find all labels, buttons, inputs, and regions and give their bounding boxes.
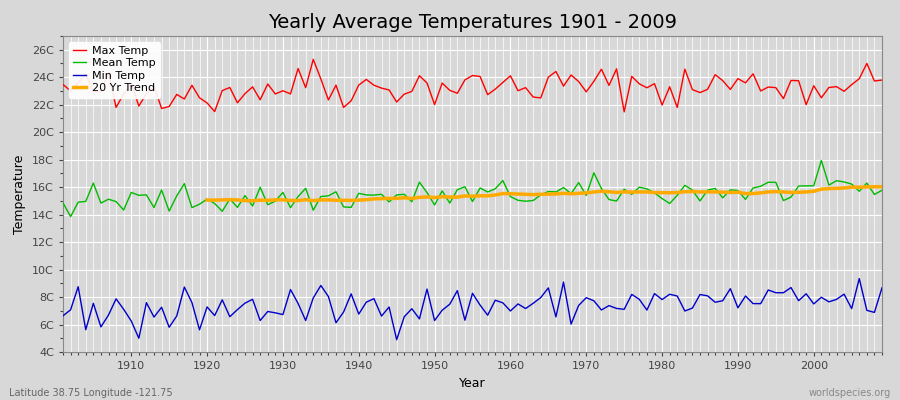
Min Temp bbox=[854, 276, 865, 281]
Min Temp bbox=[392, 337, 402, 342]
Max Temp bbox=[308, 57, 319, 62]
20 Yr Trend bbox=[854, 185, 865, 190]
20 Yr Trend bbox=[202, 198, 212, 202]
20 Yr Trend bbox=[877, 184, 887, 189]
20 Yr Trend bbox=[414, 195, 425, 200]
Legend: Max Temp, Mean Temp, Min Temp, 20 Yr Trend: Max Temp, Mean Temp, Min Temp, 20 Yr Tre… bbox=[68, 42, 160, 98]
Max Temp bbox=[619, 110, 630, 114]
20 Yr Trend bbox=[786, 190, 796, 195]
Min Temp bbox=[513, 302, 524, 306]
Min Temp bbox=[58, 313, 68, 318]
Text: worldspecies.org: worldspecies.org bbox=[809, 388, 891, 398]
20 Yr Trend bbox=[301, 197, 311, 202]
X-axis label: Year: Year bbox=[459, 376, 486, 390]
Max Temp bbox=[505, 73, 516, 78]
Line: 20 Yr Trend: 20 Yr Trend bbox=[207, 187, 882, 201]
Mean Temp bbox=[816, 158, 827, 163]
Min Temp bbox=[604, 303, 615, 308]
20 Yr Trend bbox=[248, 198, 258, 203]
Min Temp bbox=[877, 286, 887, 290]
Max Temp bbox=[118, 92, 129, 96]
Min Temp bbox=[505, 308, 516, 313]
Max Temp bbox=[877, 78, 887, 82]
Mean Temp bbox=[505, 194, 516, 199]
Line: Max Temp: Max Temp bbox=[63, 59, 882, 112]
Max Temp bbox=[513, 88, 524, 93]
Mean Temp bbox=[877, 188, 887, 193]
Line: Min Temp: Min Temp bbox=[63, 278, 882, 340]
Line: Mean Temp: Mean Temp bbox=[63, 160, 882, 217]
Mean Temp bbox=[292, 194, 303, 199]
20 Yr Trend bbox=[680, 189, 690, 194]
Max Temp bbox=[338, 105, 349, 110]
Mean Temp bbox=[65, 214, 76, 219]
Mean Temp bbox=[126, 190, 137, 195]
Max Temp bbox=[285, 92, 296, 96]
Max Temp bbox=[604, 83, 615, 88]
Mean Temp bbox=[58, 200, 68, 205]
20 Yr Trend bbox=[770, 189, 781, 194]
Text: Latitude 38.75 Longitude -121.75: Latitude 38.75 Longitude -121.75 bbox=[9, 388, 173, 398]
Mean Temp bbox=[513, 198, 524, 203]
Min Temp bbox=[285, 287, 296, 292]
20 Yr Trend bbox=[869, 184, 880, 189]
Max Temp bbox=[58, 82, 68, 87]
Mean Temp bbox=[604, 197, 615, 202]
Min Temp bbox=[118, 307, 129, 312]
Y-axis label: Temperature: Temperature bbox=[14, 154, 26, 234]
Title: Yearly Average Temperatures 1901 - 2009: Yearly Average Temperatures 1901 - 2009 bbox=[268, 13, 677, 32]
Mean Temp bbox=[338, 204, 349, 209]
Min Temp bbox=[330, 320, 341, 325]
